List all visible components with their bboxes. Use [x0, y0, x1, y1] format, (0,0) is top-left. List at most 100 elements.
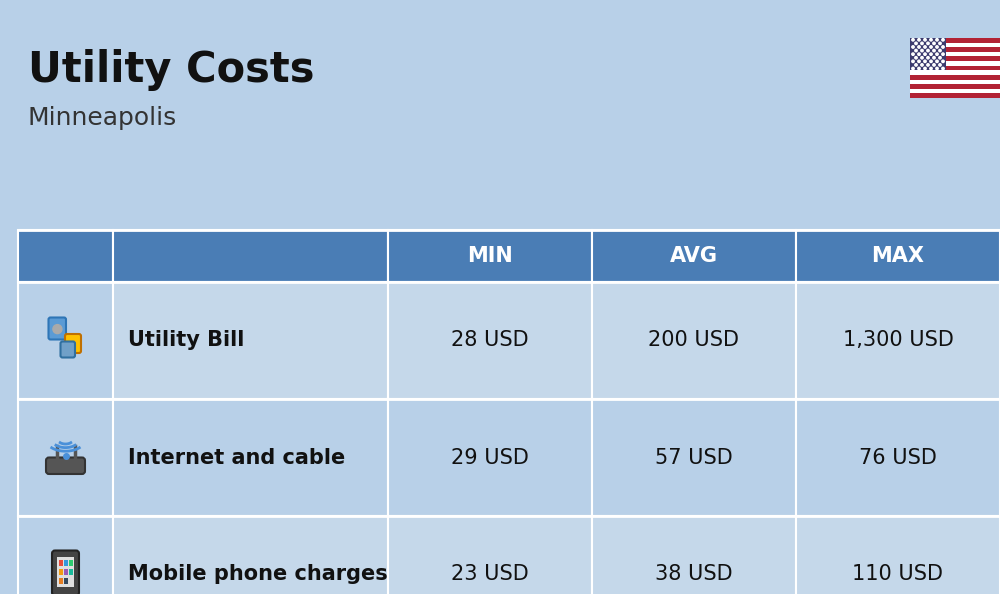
Bar [18, 516, 113, 594]
Circle shape [939, 64, 941, 66]
Circle shape [927, 42, 929, 45]
Bar [388, 230, 592, 282]
Bar [388, 282, 592, 399]
Circle shape [912, 67, 914, 69]
Circle shape [942, 39, 944, 41]
Bar [59, 568, 63, 575]
Circle shape [918, 46, 920, 48]
Circle shape [942, 60, 944, 62]
Text: AVG: AVG [670, 246, 718, 266]
Circle shape [933, 64, 935, 66]
Text: Mobile phone charges: Mobile phone charges [128, 564, 388, 584]
FancyBboxPatch shape [52, 551, 79, 594]
Bar [910, 80, 1000, 84]
Bar [69, 568, 73, 575]
Circle shape [942, 53, 944, 55]
Bar [18, 399, 113, 516]
Bar [113, 516, 388, 594]
Circle shape [936, 60, 938, 62]
Text: 76 USD: 76 USD [859, 447, 937, 467]
Circle shape [939, 42, 941, 45]
Circle shape [912, 60, 914, 62]
Circle shape [921, 42, 923, 45]
Bar [910, 43, 1000, 48]
Bar [18, 230, 113, 282]
Bar [18, 282, 113, 399]
Bar [113, 230, 388, 282]
Circle shape [915, 49, 917, 52]
Circle shape [933, 56, 935, 59]
Bar [910, 70, 1000, 75]
Text: 57 USD: 57 USD [655, 447, 733, 467]
Circle shape [927, 49, 929, 52]
Circle shape [939, 49, 941, 52]
Circle shape [912, 39, 914, 41]
Circle shape [53, 324, 62, 334]
Text: Internet and cable: Internet and cable [128, 447, 345, 467]
Bar [910, 38, 1000, 98]
FancyBboxPatch shape [65, 334, 81, 353]
Bar [910, 61, 1000, 66]
Circle shape [918, 39, 920, 41]
FancyBboxPatch shape [48, 318, 66, 340]
Bar [796, 282, 1000, 399]
Circle shape [936, 46, 938, 48]
Circle shape [918, 60, 920, 62]
Text: Utility Costs: Utility Costs [28, 49, 314, 91]
Bar [910, 89, 1000, 93]
Text: Minneapolis: Minneapolis [28, 106, 177, 130]
Circle shape [921, 64, 923, 66]
Text: 29 USD: 29 USD [451, 447, 529, 467]
Circle shape [930, 67, 932, 69]
Circle shape [921, 49, 923, 52]
Circle shape [921, 56, 923, 59]
Bar [592, 516, 796, 594]
Circle shape [930, 60, 932, 62]
Bar [910, 52, 1000, 56]
Text: 23 USD: 23 USD [451, 564, 529, 584]
Circle shape [930, 53, 932, 55]
Text: 1,300 USD: 1,300 USD [843, 330, 953, 350]
Circle shape [936, 53, 938, 55]
Circle shape [942, 67, 944, 69]
Bar [64, 568, 68, 575]
Bar [59, 577, 63, 584]
Bar [113, 282, 388, 399]
Circle shape [912, 46, 914, 48]
Circle shape [918, 67, 920, 69]
Circle shape [924, 46, 926, 48]
Circle shape [915, 56, 917, 59]
Bar [388, 399, 592, 516]
Bar [796, 399, 1000, 516]
Bar [910, 38, 946, 70]
Bar [796, 516, 1000, 594]
Bar [592, 399, 796, 516]
Bar [388, 516, 592, 594]
Text: MIN: MIN [467, 246, 513, 266]
Bar [69, 560, 73, 566]
Circle shape [915, 42, 917, 45]
Circle shape [939, 56, 941, 59]
Circle shape [915, 64, 917, 66]
Bar [59, 560, 63, 566]
FancyBboxPatch shape [60, 342, 75, 358]
Circle shape [924, 60, 926, 62]
Circle shape [912, 53, 914, 55]
Circle shape [942, 46, 944, 48]
Circle shape [930, 46, 932, 48]
Bar [64, 560, 68, 566]
Circle shape [924, 67, 926, 69]
Circle shape [918, 53, 920, 55]
Bar [592, 282, 796, 399]
Text: MAX: MAX [872, 246, 924, 266]
Bar [113, 399, 388, 516]
Bar [57, 557, 74, 586]
Text: 28 USD: 28 USD [451, 330, 529, 350]
FancyBboxPatch shape [46, 457, 85, 474]
Circle shape [924, 39, 926, 41]
Circle shape [924, 53, 926, 55]
Bar [592, 230, 796, 282]
Circle shape [933, 42, 935, 45]
Circle shape [933, 49, 935, 52]
Circle shape [936, 39, 938, 41]
